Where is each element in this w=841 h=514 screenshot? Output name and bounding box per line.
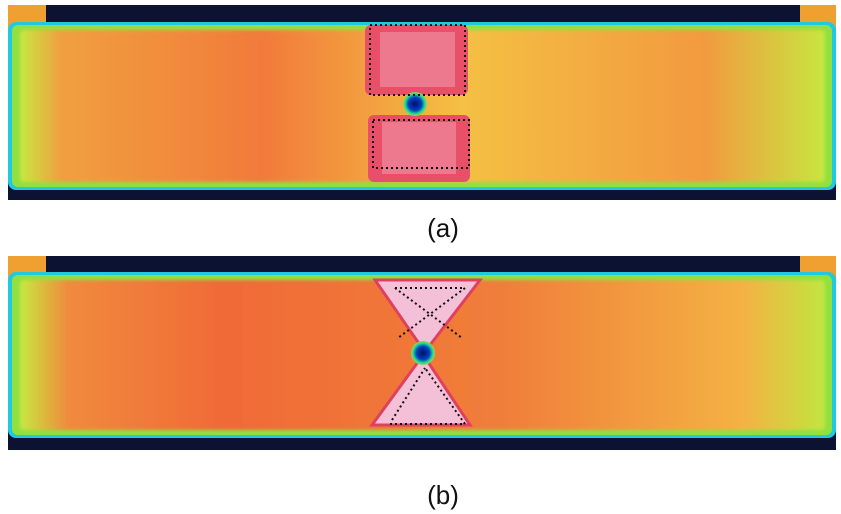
panel-label: (a): [427, 213, 459, 243]
thermal-image-a: [8, 5, 836, 200]
thermal-image-b: [8, 256, 836, 450]
panel-label: (b): [427, 480, 459, 510]
